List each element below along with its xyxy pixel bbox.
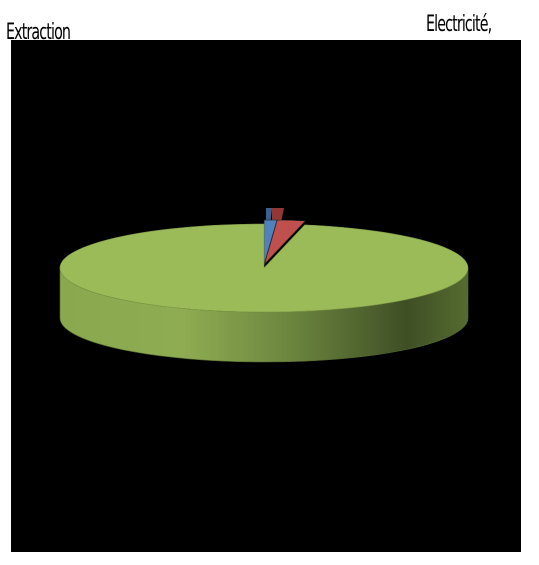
pie-slice-2 [264,219,306,265]
data-label-electricite: Electricité, [426,12,492,37]
pie-slice-1 [263,219,278,265]
pie-chart [59,208,469,363]
chart-plot-area [11,40,521,552]
data-label-extraction: Extraction [6,20,71,45]
pie-slice-3 [59,223,469,313]
pie-top [59,219,469,313]
